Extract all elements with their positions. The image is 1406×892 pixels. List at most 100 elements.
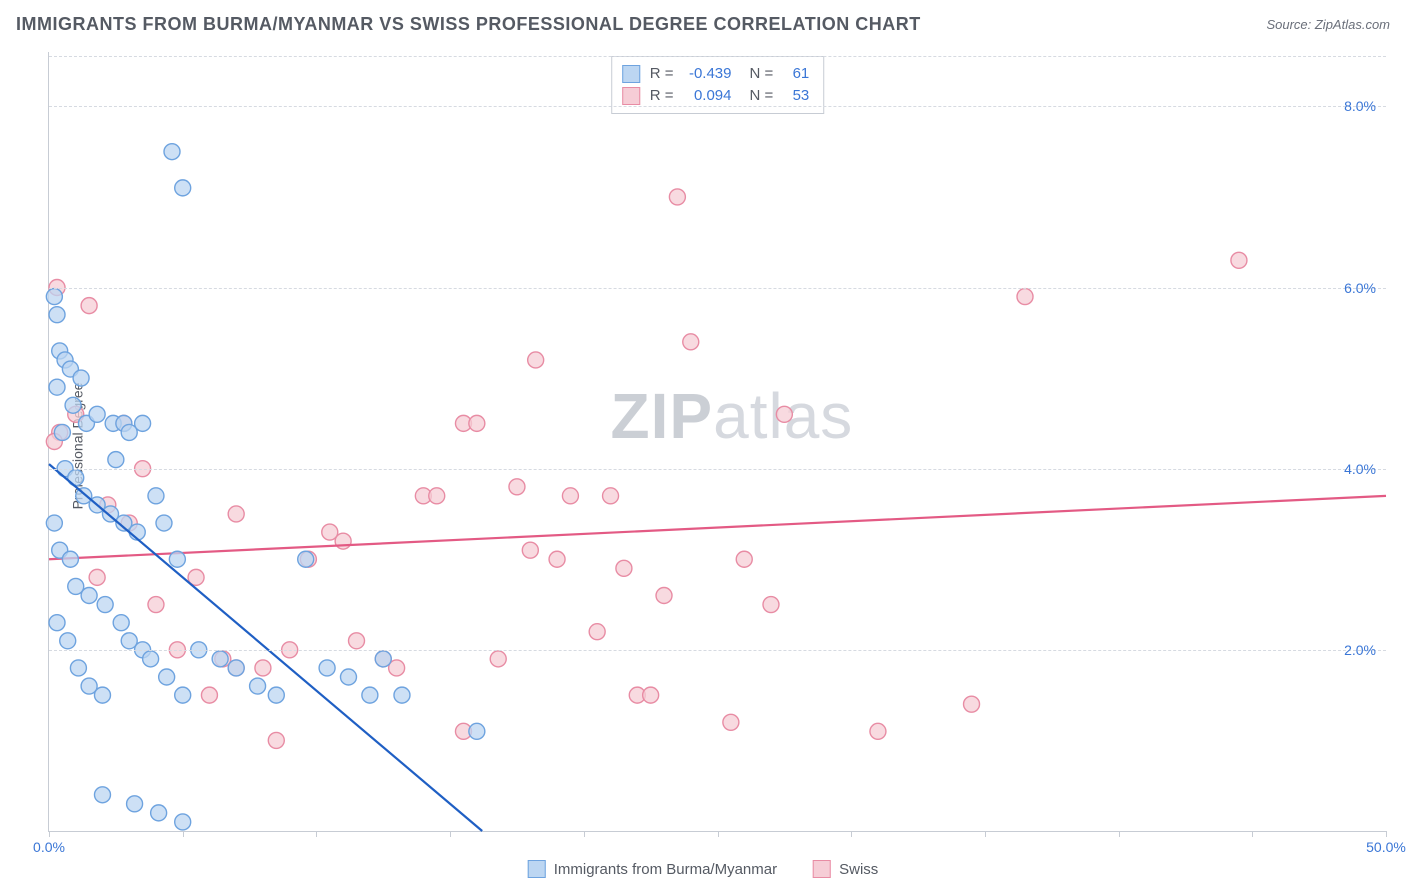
data-point: [255, 660, 271, 676]
data-point: [1231, 252, 1247, 268]
data-point: [335, 533, 351, 549]
data-point: [46, 515, 62, 531]
data-point: [469, 723, 485, 739]
data-point: [429, 488, 445, 504]
data-point: [60, 633, 76, 649]
data-point: [616, 560, 632, 576]
data-point: [156, 515, 172, 531]
stat-label-N: N =: [750, 85, 774, 107]
xtick-mark: [1252, 831, 1253, 837]
xtick-mark: [450, 831, 451, 837]
swatch-burma: [622, 65, 640, 83]
data-point: [175, 180, 191, 196]
data-point: [268, 732, 284, 748]
xtick-mark: [49, 831, 50, 837]
stat-swiss-R: 0.094: [682, 85, 732, 107]
xtick-label: 0.0%: [33, 839, 65, 855]
xtick-mark: [584, 831, 585, 837]
xtick-label: 50.0%: [1366, 839, 1406, 855]
stat-burma-R: -0.439: [682, 63, 732, 85]
data-point: [94, 687, 110, 703]
data-point: [669, 189, 685, 205]
data-point: [1017, 289, 1033, 305]
data-point: [164, 144, 180, 160]
scatter-plot: ZIPatlas R = -0.439 N = 61 R = 0.094 N =…: [48, 52, 1386, 832]
trend-line: [49, 464, 482, 831]
stat-label-R: R =: [650, 85, 674, 107]
plot-svg: [49, 52, 1386, 831]
ytick-label: 4.0%: [1344, 461, 1376, 477]
xtick-mark: [851, 831, 852, 837]
data-point: [81, 587, 97, 603]
data-point: [683, 334, 699, 350]
stat-label-N: N =: [750, 63, 774, 85]
data-point: [268, 687, 284, 703]
data-point: [228, 506, 244, 522]
gridline: [49, 288, 1386, 289]
data-point: [175, 814, 191, 830]
data-point: [97, 597, 113, 613]
data-point: [54, 424, 70, 440]
source-label: Source: ZipAtlas.com: [1266, 17, 1390, 32]
data-point: [562, 488, 578, 504]
gridline: [49, 650, 1386, 651]
data-point: [148, 597, 164, 613]
legend-stats-row-swiss: R = 0.094 N = 53: [622, 85, 810, 107]
data-point: [151, 805, 167, 821]
data-point: [62, 551, 78, 567]
xtick-mark: [985, 831, 986, 837]
legend-label-burma: Immigrants from Burma/Myanmar: [554, 861, 777, 878]
data-point: [349, 633, 365, 649]
data-point: [46, 289, 62, 305]
ytick-label: 6.0%: [1344, 280, 1376, 296]
xtick-mark: [316, 831, 317, 837]
data-point: [49, 615, 65, 631]
legend-item-burma: Immigrants from Burma/Myanmar: [528, 860, 777, 878]
stat-swiss-N: 53: [781, 85, 809, 107]
data-point: [143, 651, 159, 667]
data-point: [65, 397, 81, 413]
data-point: [319, 660, 335, 676]
data-point: [201, 687, 217, 703]
swatch-swiss: [813, 860, 831, 878]
data-point: [169, 551, 185, 567]
data-point: [70, 660, 86, 676]
data-point: [549, 551, 565, 567]
data-point: [394, 687, 410, 703]
data-point: [94, 787, 110, 803]
data-point: [736, 551, 752, 567]
data-point: [723, 714, 739, 730]
legend-item-swiss: Swiss: [813, 860, 878, 878]
data-point: [469, 415, 485, 431]
data-point: [656, 587, 672, 603]
xtick-mark: [183, 831, 184, 837]
xtick-mark: [1386, 831, 1387, 837]
xtick-mark: [1119, 831, 1120, 837]
data-point: [528, 352, 544, 368]
data-point: [250, 678, 266, 694]
bottom-legend: Immigrants from Burma/Myanmar Swiss: [528, 860, 879, 878]
title-bar: IMMIGRANTS FROM BURMA/MYANMAR VS SWISS P…: [16, 14, 1390, 35]
data-point: [89, 569, 105, 585]
data-point: [73, 370, 89, 386]
chart-title: IMMIGRANTS FROM BURMA/MYANMAR VS SWISS P…: [16, 14, 921, 35]
data-point: [81, 298, 97, 314]
gridline: [49, 469, 1386, 470]
data-point: [362, 687, 378, 703]
xtick-mark: [718, 831, 719, 837]
stat-label-R: R =: [650, 63, 674, 85]
data-point: [113, 615, 129, 631]
trend-line: [49, 496, 1386, 559]
data-point: [159, 669, 175, 685]
data-point: [964, 696, 980, 712]
data-point: [135, 415, 151, 431]
data-point: [89, 406, 105, 422]
data-point: [490, 651, 506, 667]
data-point: [763, 597, 779, 613]
data-point: [643, 687, 659, 703]
data-point: [298, 551, 314, 567]
legend-label-swiss: Swiss: [839, 861, 878, 878]
data-point: [776, 406, 792, 422]
data-point: [340, 669, 356, 685]
data-point: [589, 624, 605, 640]
